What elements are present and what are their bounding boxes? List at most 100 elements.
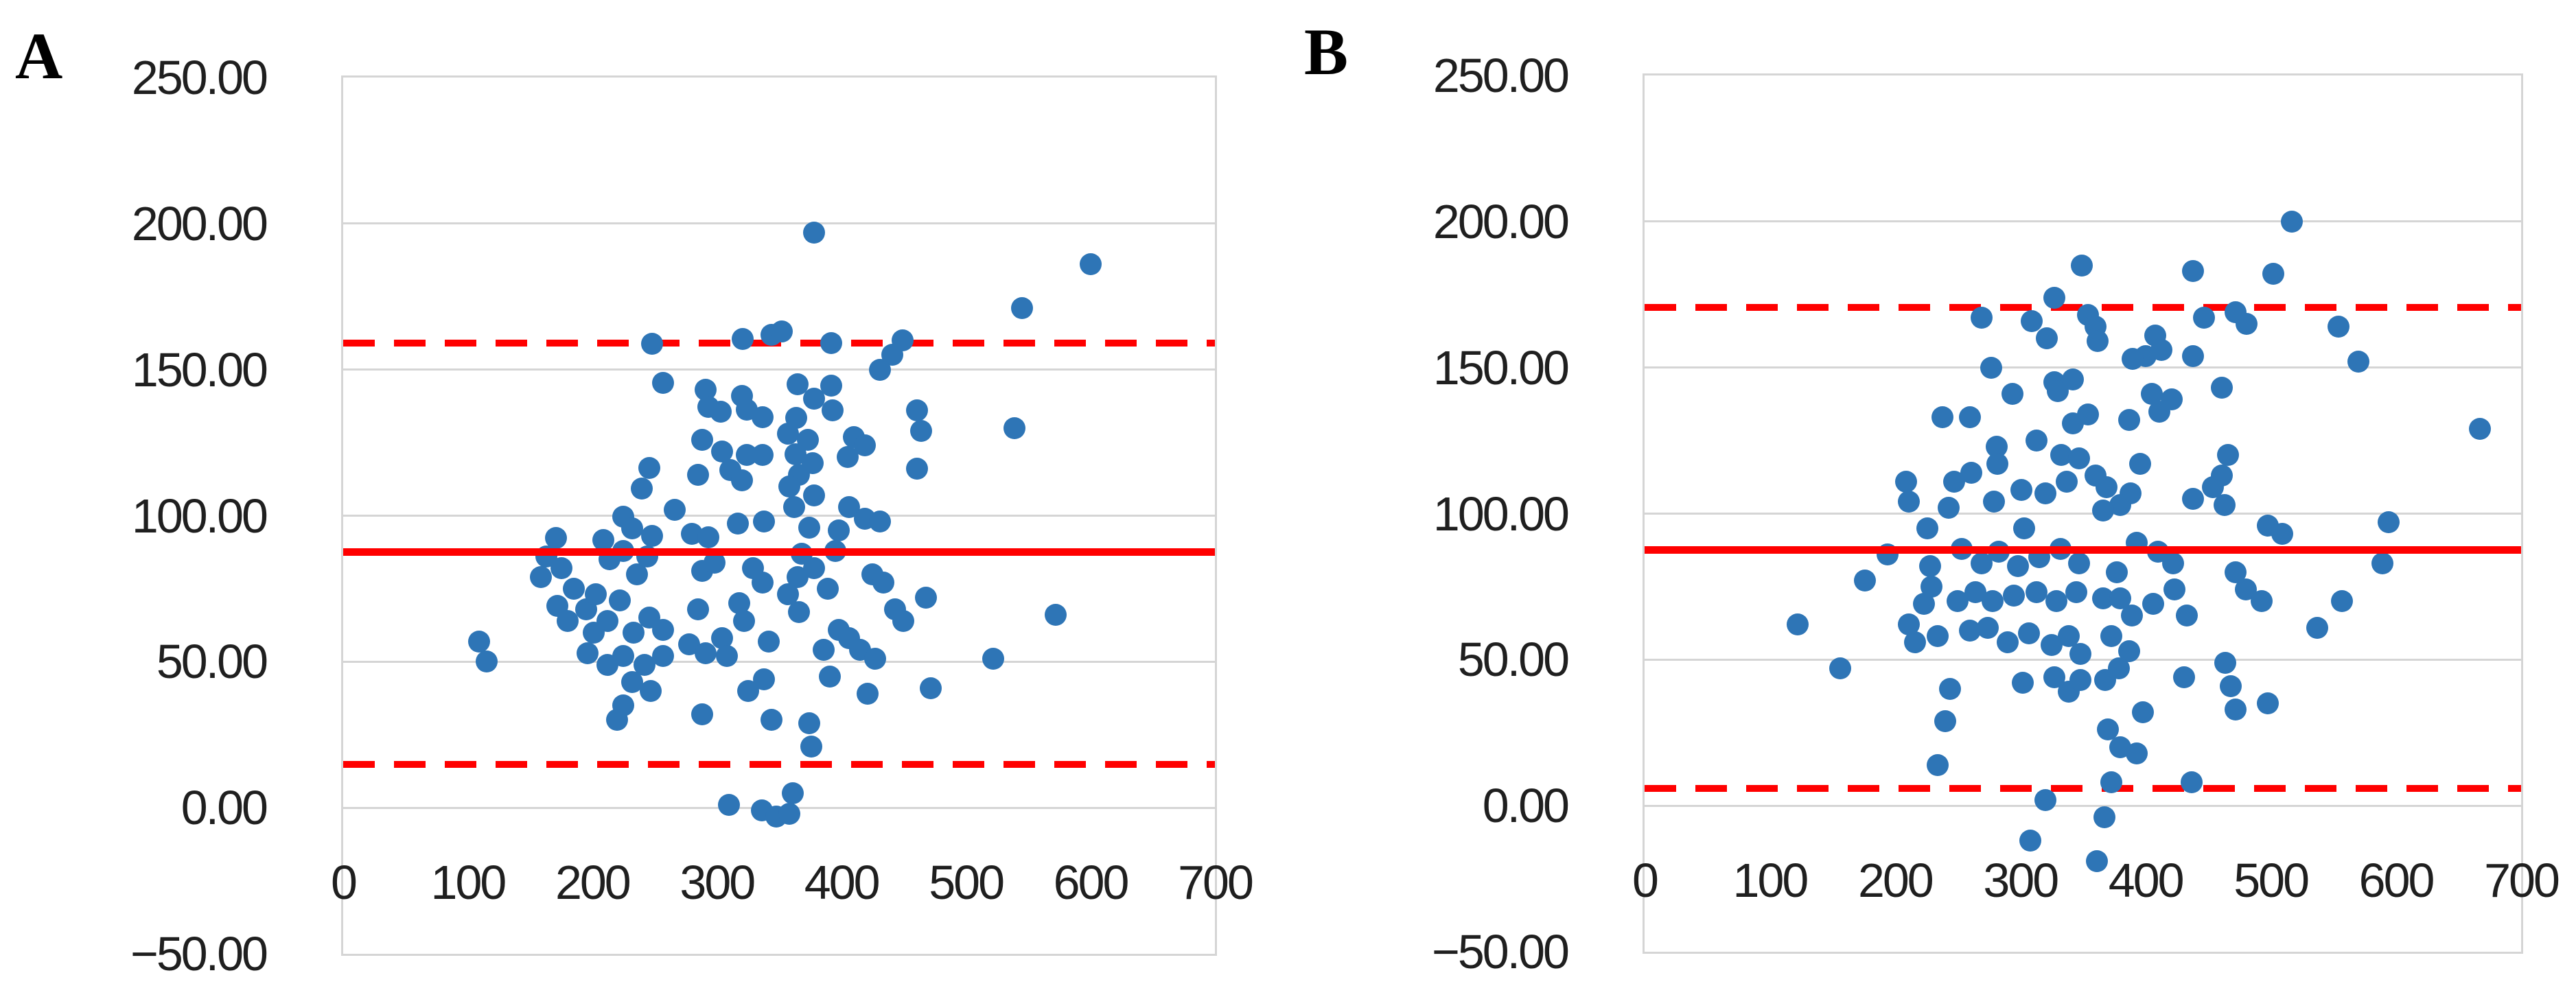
data-point bbox=[1986, 453, 2009, 476]
panel-a-label: A bbox=[15, 19, 63, 93]
data-point bbox=[592, 528, 615, 551]
data-point bbox=[691, 703, 713, 725]
data-point bbox=[828, 519, 850, 541]
data-point bbox=[2085, 850, 2108, 873]
data-point bbox=[2035, 327, 2058, 350]
data-point bbox=[2020, 309, 2043, 332]
data-point bbox=[906, 458, 929, 480]
data-point bbox=[2306, 616, 2328, 639]
data-point bbox=[2120, 605, 2143, 627]
gridline-y-50 bbox=[343, 660, 1215, 663]
data-point bbox=[1926, 753, 1949, 776]
data-point bbox=[802, 484, 825, 506]
data-point bbox=[863, 648, 886, 670]
data-point bbox=[608, 589, 631, 611]
data-point bbox=[475, 650, 498, 673]
data-point bbox=[2096, 476, 2118, 499]
data-point bbox=[2043, 286, 2065, 309]
data-point bbox=[606, 709, 629, 731]
data-point bbox=[2117, 409, 2140, 432]
panel-b-label: B bbox=[1304, 15, 1349, 89]
data-point bbox=[782, 495, 805, 518]
data-point bbox=[2068, 447, 2091, 469]
data-point bbox=[2262, 263, 2284, 285]
data-point bbox=[906, 399, 929, 422]
upper-loa-line bbox=[343, 340, 1215, 347]
data-point bbox=[2163, 578, 2185, 601]
data-point bbox=[819, 665, 842, 688]
data-point bbox=[2122, 347, 2144, 370]
data-point bbox=[2148, 400, 2170, 423]
data-point bbox=[2069, 642, 2091, 665]
gridline-y-0 bbox=[1645, 804, 2521, 807]
data-point bbox=[1939, 677, 1962, 700]
data-point bbox=[620, 517, 643, 539]
data-point bbox=[2068, 552, 2091, 574]
x-tick-label: 100 bbox=[1732, 854, 1809, 908]
data-point bbox=[2003, 584, 2026, 607]
y-tick-label: 0.00 bbox=[181, 781, 268, 835]
data-point bbox=[2271, 523, 2293, 546]
data-point bbox=[556, 609, 579, 632]
data-point bbox=[2076, 403, 2099, 425]
x-tick-label: 0 bbox=[331, 856, 358, 910]
data-point bbox=[820, 332, 843, 355]
data-point bbox=[530, 565, 553, 588]
data-point bbox=[687, 598, 710, 620]
data-point bbox=[2100, 771, 2123, 794]
data-point bbox=[770, 320, 793, 343]
data-point bbox=[732, 327, 754, 350]
data-point bbox=[2010, 479, 2033, 502]
data-point bbox=[1938, 496, 1960, 519]
data-point bbox=[545, 526, 568, 549]
data-point bbox=[2217, 444, 2240, 467]
data-point bbox=[467, 630, 490, 653]
data-point bbox=[1829, 657, 1851, 680]
data-point bbox=[2093, 806, 2115, 829]
data-point bbox=[2018, 622, 2041, 645]
data-point bbox=[652, 371, 675, 394]
data-point bbox=[802, 221, 825, 244]
data-point bbox=[856, 683, 879, 705]
data-point bbox=[1926, 625, 1949, 648]
data-point bbox=[730, 469, 753, 492]
gridline-y-100 bbox=[343, 515, 1215, 517]
data-point bbox=[2347, 351, 2369, 373]
data-point bbox=[585, 583, 607, 606]
data-point bbox=[1931, 406, 1954, 429]
data-point bbox=[2327, 316, 2349, 338]
data-point bbox=[2182, 344, 2205, 367]
data-point bbox=[638, 457, 661, 480]
data-point bbox=[2182, 260, 2205, 283]
y-tick-label: 100.00 bbox=[131, 489, 268, 543]
data-point bbox=[640, 525, 663, 548]
data-point bbox=[640, 333, 663, 355]
gridline-y-200 bbox=[343, 222, 1215, 225]
x-tick-label: 600 bbox=[1053, 856, 1130, 910]
data-point bbox=[697, 526, 719, 548]
data-point bbox=[2225, 698, 2247, 720]
data-point bbox=[2142, 593, 2164, 616]
data-point bbox=[920, 677, 942, 699]
data-point bbox=[1079, 253, 1102, 276]
data-point bbox=[2281, 210, 2304, 233]
data-point bbox=[778, 802, 800, 825]
data-point bbox=[1997, 631, 2019, 653]
data-point bbox=[1970, 307, 1993, 329]
data-point bbox=[2210, 377, 2233, 399]
data-point bbox=[2175, 605, 2198, 627]
data-point bbox=[2181, 771, 2203, 794]
data-point bbox=[872, 572, 895, 594]
data-point bbox=[752, 444, 774, 467]
data-point bbox=[2468, 418, 2491, 441]
y-tick-label: 250.00 bbox=[131, 51, 268, 104]
data-point bbox=[582, 621, 605, 644]
data-point bbox=[1960, 461, 1983, 484]
panel-a-plot: 250.00 200.00 150.00 100.00 50.00 0.00 −50.00 0… bbox=[130, 54, 1254, 978]
data-point bbox=[982, 648, 1005, 670]
data-point bbox=[776, 423, 799, 445]
data-point bbox=[2257, 692, 2279, 715]
data-point bbox=[1916, 517, 1939, 539]
data-point bbox=[816, 577, 839, 600]
data-point bbox=[2214, 651, 2237, 674]
